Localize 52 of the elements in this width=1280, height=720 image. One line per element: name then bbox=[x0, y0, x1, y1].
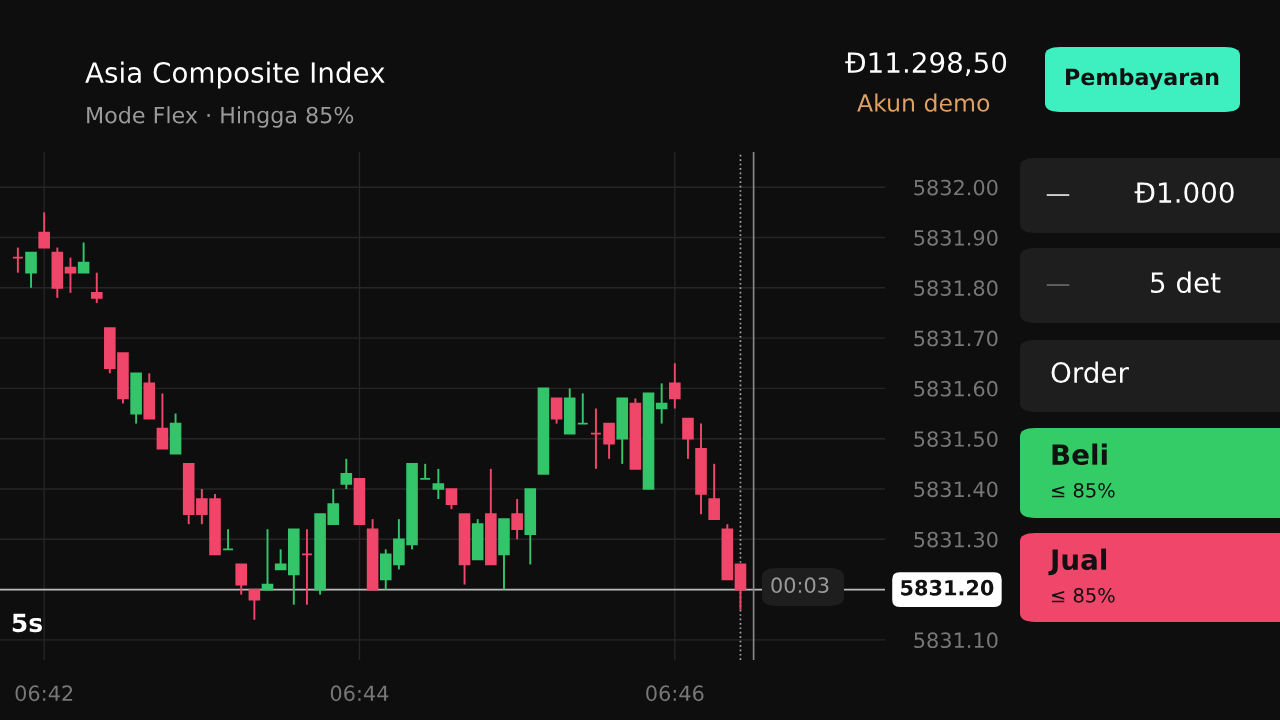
candlestick bbox=[90, 271, 103, 304]
candlestick bbox=[25, 251, 37, 289]
y-tick-label: 5831.50 bbox=[914, 431, 998, 447]
candlestick bbox=[235, 563, 248, 596]
text: ≤ 85% bbox=[1052, 482, 1115, 498]
text: Jual bbox=[1048, 548, 1107, 576]
text: Đ1.000 bbox=[1134, 182, 1234, 204]
candlestick bbox=[550, 397, 563, 425]
y-tick-label: 5831.40 bbox=[914, 481, 998, 498]
candlestick bbox=[669, 362, 681, 410]
candlestick bbox=[156, 392, 169, 450]
candlestick bbox=[340, 457, 353, 490]
candlestick bbox=[301, 528, 313, 606]
chart-title: Asia Composite Index bbox=[85, 61, 385, 89]
candlestick bbox=[603, 422, 615, 460]
y-tick-label: 5831.70 bbox=[914, 330, 998, 347]
text: — bbox=[1046, 284, 1070, 286]
candlestick bbox=[64, 256, 77, 294]
y-tick-label: 5831.30 bbox=[914, 531, 998, 548]
candlestick bbox=[77, 241, 90, 274]
text: Akun demo bbox=[857, 93, 990, 112]
candlestick bbox=[445, 488, 458, 511]
text: — bbox=[1046, 194, 1070, 196]
text: Order bbox=[1051, 361, 1129, 384]
y-tick-label: 5831.10 bbox=[914, 632, 998, 649]
candlestick bbox=[511, 498, 523, 541]
x-tick-label: 06:46 bbox=[646, 685, 704, 702]
chart-subtitle: Mode Flex · Hingga 85% bbox=[87, 106, 354, 128]
candlestick bbox=[432, 467, 445, 501]
candlestick bbox=[708, 462, 720, 521]
candlestick bbox=[419, 462, 431, 480]
annotation: 5s bbox=[12, 613, 42, 633]
text: 5 det bbox=[1151, 271, 1221, 294]
text: Beli bbox=[1052, 443, 1107, 466]
text: Pembayaran bbox=[1066, 68, 1219, 90]
x-tick-label: 06:42 bbox=[15, 685, 73, 702]
text: ≤ 85% bbox=[1052, 587, 1115, 603]
ref-line-label: 5831.20 bbox=[901, 579, 994, 596]
y-tick-label: 5831.80 bbox=[914, 280, 998, 297]
annotation: 00:03 bbox=[771, 577, 829, 594]
y-tick-label: 5831.90 bbox=[914, 229, 998, 246]
y-tick-label: 5831.60 bbox=[914, 380, 998, 397]
candlestick bbox=[590, 407, 602, 470]
text: Đ11.298,50 bbox=[845, 52, 1007, 76]
x-tick-label: 06:44 bbox=[330, 685, 389, 702]
candlestick bbox=[682, 417, 694, 460]
candlestick bbox=[248, 588, 261, 621]
candlestick bbox=[12, 246, 24, 274]
candlestick bbox=[38, 211, 50, 249]
y-tick-label: 5832.00 bbox=[914, 179, 998, 196]
candlestick bbox=[222, 528, 234, 551]
candlestick bbox=[576, 392, 589, 425]
